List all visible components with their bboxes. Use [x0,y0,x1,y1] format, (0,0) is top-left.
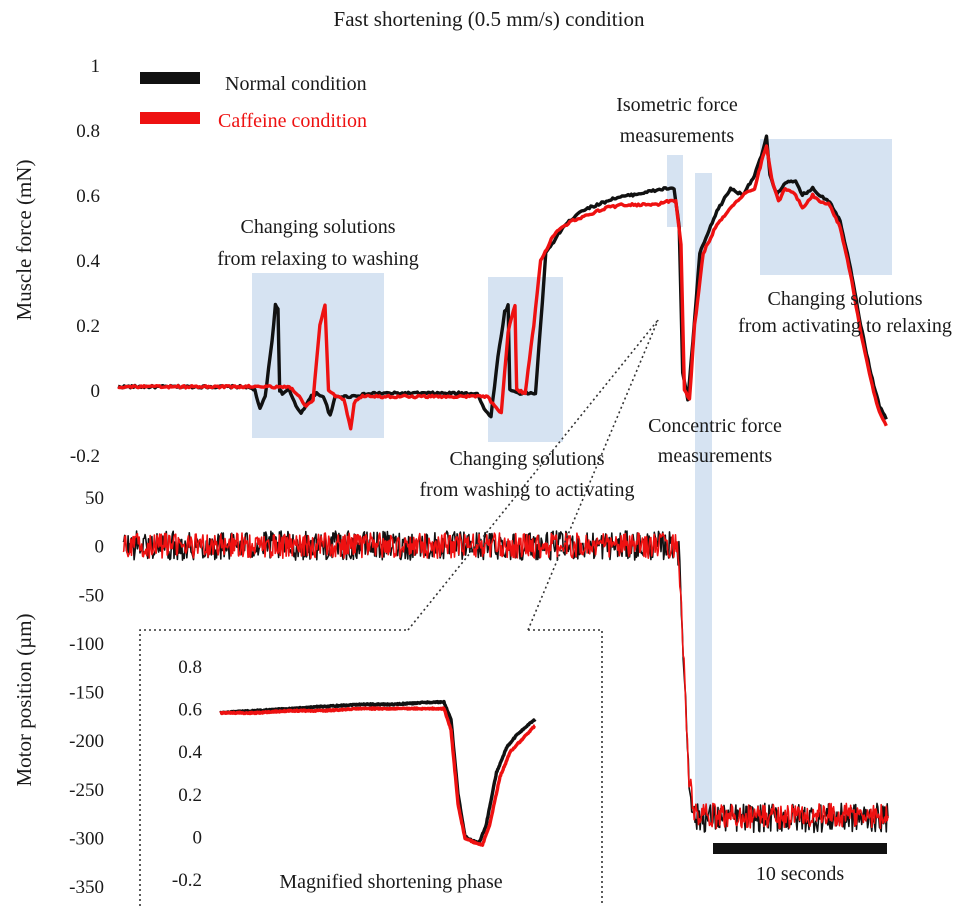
chart-title: Fast shortening (0.5 mm/s) condition [334,7,645,31]
tick-label-force: 0.4 [76,251,100,272]
series-magnified-normal [218,699,537,846]
connector-right [527,319,659,631]
highlight-concentric [695,173,712,818]
highlight-wash-activate [488,277,563,442]
tick-label-force: -0.2 [70,446,100,467]
legend: Normal condition Caffeine condition [140,72,367,132]
connector-left [407,319,659,631]
legend-label-caffeine: Caffeine condition [218,110,367,132]
motor-series [122,530,889,834]
force-series [117,134,888,431]
tick-label-motor: -100 [69,634,104,655]
tick-label-motor: -200 [69,731,104,752]
motor-tick-labels: 50 0 -50 -100 -150 -200 -250 -300 -350 [69,488,104,898]
tick-label-magnified: -0.2 [172,870,202,891]
magnification-connector [139,319,659,906]
force-axis-label: Muscle force (mN) [12,160,36,321]
tick-label-magnified: 0.8 [178,657,202,678]
annotation-activate-relax-line2: from activating to relaxing [738,315,952,337]
tick-label-motor: -300 [69,828,104,849]
series-motor-caffeine [122,532,889,830]
inset-series [218,699,537,847]
series-motor-normal [122,530,889,834]
tick-label-force: 0.8 [76,121,100,142]
force-tick-labels: 1 0.8 0.6 0.4 0.2 0 -0.2 [70,56,101,467]
highlight-activate-relax [760,139,892,275]
tick-label-motor: 50 [85,488,104,509]
tick-label-magnified: 0.4 [178,742,202,763]
annotation-isometric-line2: measurements [620,125,735,147]
inset-tick-labels: 0.8 0.6 0.4 0.2 0 -0.2 [172,657,203,891]
scale-bar-line [713,843,887,854]
motor-axis-label: Motor position (µm) [12,613,36,786]
legend-swatch-normal [140,72,200,84]
series-magnified-caffeine [218,706,537,847]
tick-label-force: 0.2 [76,316,100,337]
annotation-concentric-line2: measurements [658,445,773,467]
annotations: Changing solutions from relaxing to wash… [217,94,952,501]
annotation-concentric-line1: Concentric force [648,415,782,437]
annotation-activate-relax-line1: Changing solutions [767,288,922,310]
legend-swatch-caffeine [140,112,200,124]
tick-label-force: 0 [91,381,101,402]
annotation-wash-activate-line2: from washing to activating [420,479,635,501]
legend-label-normal: Normal condition [225,73,367,95]
tick-label-motor: 0 [95,537,105,558]
highlight-boxes [252,139,892,818]
annotation-relax-wash-line2: from relaxing to washing [217,248,419,270]
tick-label-magnified: 0.6 [178,700,202,721]
inset-title: Magnified shortening phase [279,871,502,893]
tick-label-force: 0.6 [76,186,100,207]
tick-label-force: 1 [91,56,101,77]
tick-label-magnified: 0 [193,827,203,848]
annotation-isometric-line1: Isometric force [616,94,738,116]
tick-label-magnified: 0.2 [178,785,202,806]
annotation-wash-activate-line1: Changing solutions [449,448,604,470]
tick-label-motor: -250 [69,780,104,801]
tick-label-motor: -150 [69,683,104,704]
inset-border-right [528,629,603,906]
tick-label-motor: -350 [69,877,104,898]
tick-label-motor: -50 [79,585,104,606]
time-scale-bar: 10 seconds [713,843,887,885]
series-force-caffeine [117,144,888,431]
scale-bar-label: 10 seconds [756,863,845,885]
annotation-relax-wash-line1: Changing solutions [240,216,395,238]
inset-border [139,629,408,906]
